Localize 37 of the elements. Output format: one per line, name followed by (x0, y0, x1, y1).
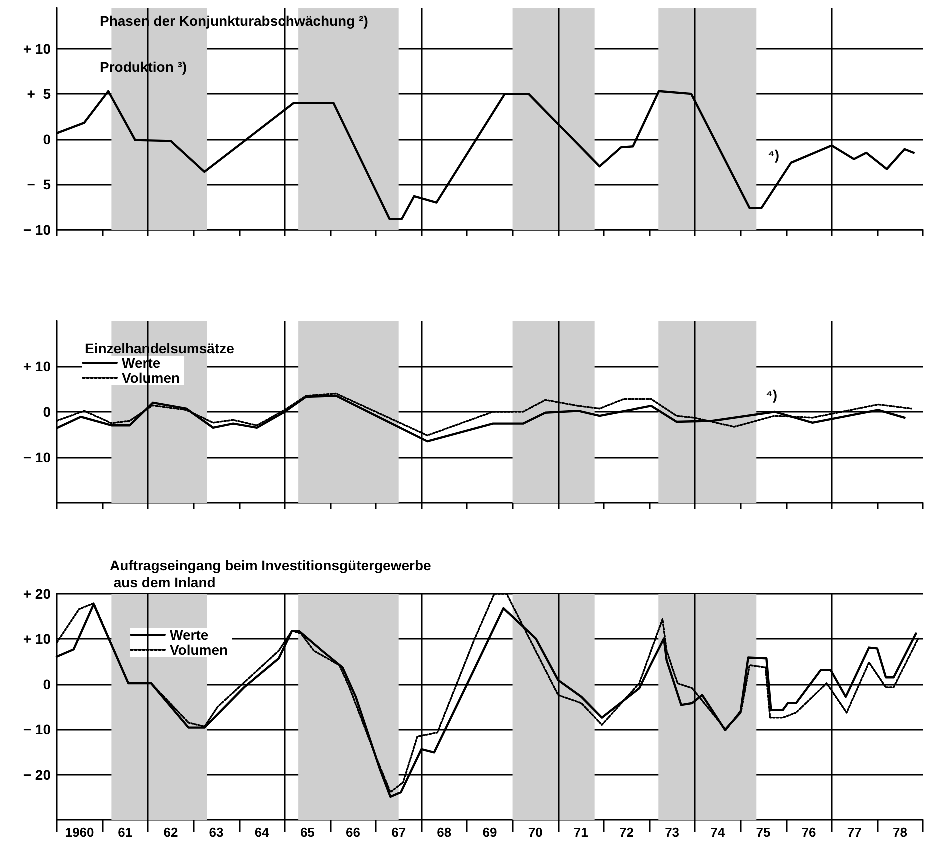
y-tick-label: − 20 (23, 766, 52, 783)
x-tick-label: 78 (892, 825, 908, 840)
y-tick-label: 0 (43, 131, 52, 148)
x-tick-label: 74 (710, 825, 726, 840)
y-tick-label: + 10 (23, 631, 52, 648)
x-tick-label: 61 (118, 825, 133, 840)
y-tick-label: − 10 (23, 222, 52, 238)
x-tick-label: 75 (756, 825, 771, 840)
annotation: ⁴) (766, 387, 778, 403)
x-tick-label: 67 (392, 825, 406, 840)
x-tick-label: 77 (847, 825, 862, 840)
x-tick-label: 65 (300, 825, 315, 840)
x-tick-label: 63 (209, 825, 224, 840)
x-tick-label: 72 (620, 825, 634, 840)
y-tick-label: 0 (43, 404, 52, 420)
x-tick-label: 69 (482, 825, 498, 840)
x-tick-label: 64 (254, 825, 270, 840)
legend-title: Auftragseingang beim Investitionsgütergewerbe aus dem Inland (110, 558, 432, 590)
annotation: ⁴) (768, 147, 780, 163)
legend-label: Volumen (170, 642, 228, 658)
y-tick-label: + 20 (23, 586, 52, 602)
y-tick-label: 0 (43, 676, 52, 692)
y-tick-label: + 10 (23, 358, 52, 374)
x-tick-label: 1960 (65, 825, 94, 840)
x-tick-label: 76 (802, 825, 816, 840)
x-tick-label: 62 (164, 825, 178, 840)
x-tick-label: 73 (665, 825, 680, 840)
x-tick-label: 70 (528, 825, 543, 840)
x-tick-label: 66 (346, 825, 360, 840)
y-tick-label: − 5 (27, 176, 52, 193)
y-tick-label: + 5 (27, 86, 52, 102)
y-tick-label: − 10 (23, 450, 52, 466)
y-tick-label: − 10 (23, 722, 52, 738)
legend-label: Werte (170, 627, 209, 643)
x-tick-label: 68 (437, 825, 452, 840)
x-tick-label: 71 (574, 825, 588, 840)
y-tick-label: + 10 (23, 40, 52, 57)
